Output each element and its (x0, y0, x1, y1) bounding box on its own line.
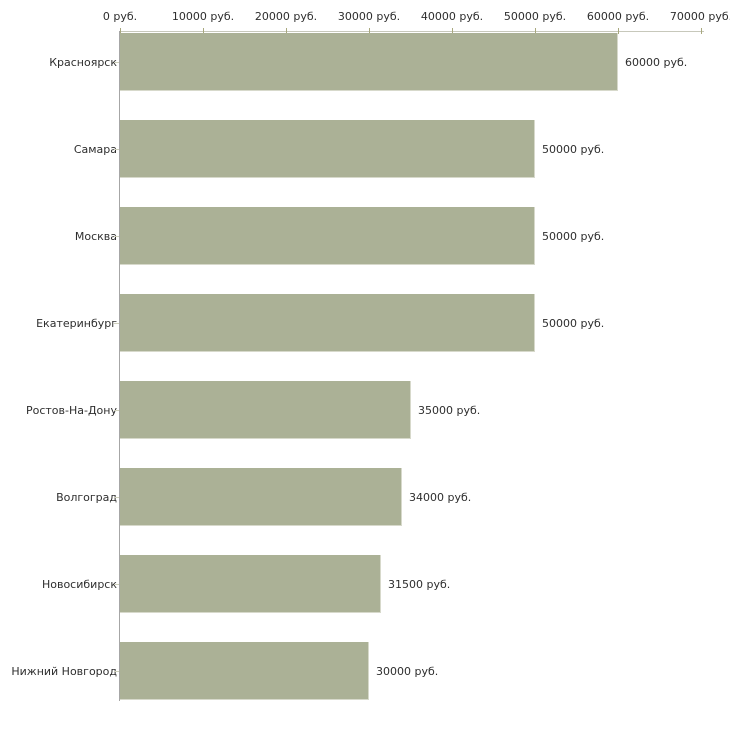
x-axis: 0 руб. 10000 руб. 20000 руб. 30000 руб. … (0, 0, 730, 24)
x-axis-tick-label: 0 руб. (102, 10, 138, 23)
x-axis-tick (369, 28, 370, 34)
x-axis-tick (203, 28, 204, 34)
bar-row: Новосибирск 31500 руб. (0, 555, 730, 613)
value-label: 50000 руб. (542, 316, 605, 330)
x-axis-tick-label: 30000 руб. (337, 10, 401, 23)
bar-row: Екатеринбург 50000 руб. (0, 294, 730, 352)
category-label: Новосибирск (41, 577, 117, 591)
x-axis-tick-label: 50000 руб. (503, 10, 567, 23)
x-axis-tick (120, 28, 121, 34)
x-axis-tick (535, 28, 536, 34)
bar (120, 120, 535, 178)
category-label: Москва (74, 229, 117, 243)
bar-row: Москва 50000 руб. (0, 207, 730, 265)
category-label: Екатеринбург (36, 316, 117, 330)
bars-area: Красноярск 60000 руб. Самара 50000 руб. … (0, 33, 730, 729)
value-label: 50000 руб. (542, 229, 605, 243)
x-axis-tick-label: 70000 руб. (669, 10, 730, 23)
category-tick (114, 323, 119, 324)
x-axis-tick-label: 10000 руб. (171, 10, 235, 23)
value-label: 60000 руб. (625, 55, 688, 69)
y-axis-line (119, 31, 120, 701)
value-label: 35000 руб. (418, 403, 481, 417)
bar-row: Самара 50000 руб. (0, 120, 730, 178)
bar (120, 381, 411, 439)
category-tick (114, 149, 119, 150)
value-label: 31500 руб. (388, 577, 451, 591)
x-axis-tick-label: 20000 руб. (254, 10, 318, 23)
value-label: 50000 руб. (542, 142, 605, 156)
category-label: Красноярск (49, 55, 117, 69)
bar-row: Красноярск 60000 руб. (0, 33, 730, 91)
x-axis-tick-label: 60000 руб. (586, 10, 650, 23)
value-label: 30000 руб. (376, 664, 439, 678)
x-axis-line (120, 31, 704, 32)
bar-row: Нижний Новгород 30000 руб. (0, 642, 730, 700)
x-axis-tick-label: 40000 руб. (420, 10, 484, 23)
category-label: Нижний Новгород (11, 664, 117, 678)
bar-row: Ростов-На-Дону 35000 руб. (0, 381, 730, 439)
category-label: Самара (73, 142, 117, 156)
x-axis-tick (618, 28, 619, 34)
bar (120, 642, 369, 700)
category-tick (114, 497, 119, 498)
bar-row: Волгоград 34000 руб. (0, 468, 730, 526)
bar (120, 294, 535, 352)
bar (120, 207, 535, 265)
category-tick (114, 671, 119, 672)
bar (120, 33, 618, 91)
bar (120, 468, 402, 526)
x-axis-tick (286, 28, 287, 34)
bar (120, 555, 381, 613)
category-tick (114, 62, 119, 63)
x-axis-tick (701, 28, 702, 34)
value-label: 34000 руб. (409, 490, 472, 504)
category-tick (114, 236, 119, 237)
category-tick (114, 584, 119, 585)
category-tick (114, 410, 119, 411)
x-axis-tick (452, 28, 453, 34)
category-label: Волгоград (56, 490, 117, 504)
category-label: Ростов-На-Дону (25, 403, 117, 417)
